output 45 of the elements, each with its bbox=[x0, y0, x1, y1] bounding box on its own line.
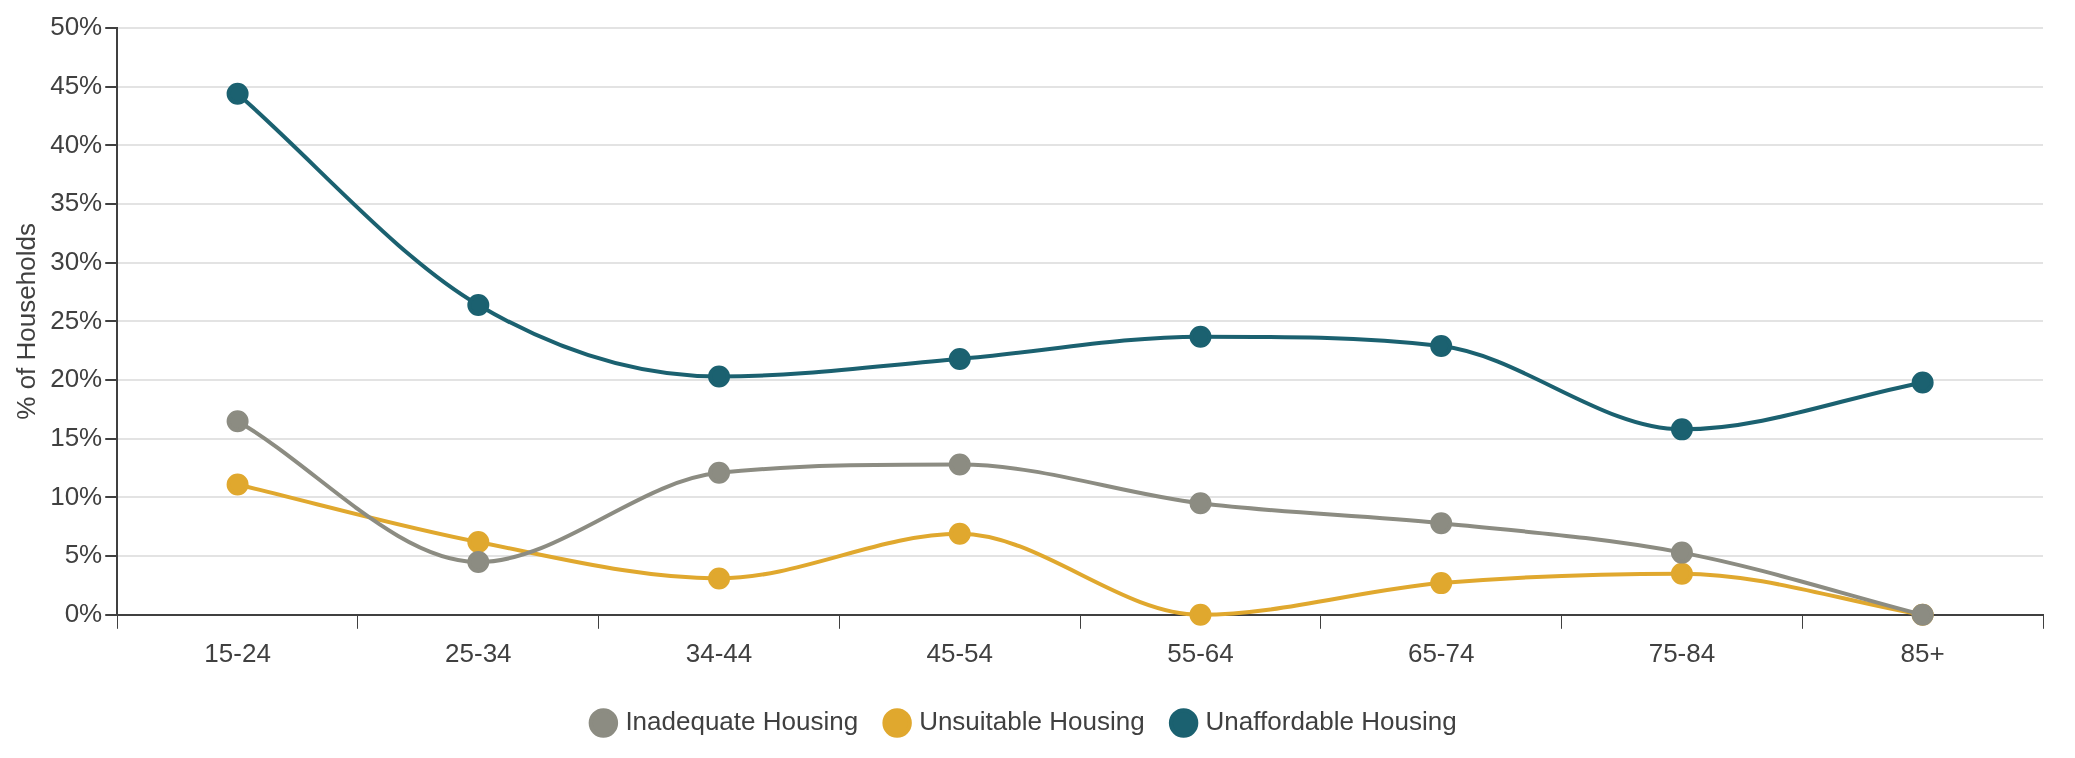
point bbox=[1911, 371, 1934, 394]
y-tick-label: 20% bbox=[50, 363, 103, 394]
point bbox=[1189, 603, 1212, 626]
y-tick-label: 15% bbox=[50, 421, 103, 452]
y-tick-label: 25% bbox=[50, 304, 103, 335]
point bbox=[467, 531, 490, 554]
point bbox=[948, 347, 971, 370]
y-tick-label: 0% bbox=[64, 597, 103, 628]
y-tick-label: 40% bbox=[50, 128, 103, 159]
y-axis-title: % of Households bbox=[10, 223, 41, 420]
legend-label: Unsuitable Housing bbox=[919, 706, 1145, 737]
x-tick-label: 25-34 bbox=[445, 637, 512, 668]
x-tick-label: 65-74 bbox=[1407, 637, 1475, 668]
y-tick-label: 5% bbox=[64, 539, 103, 570]
point bbox=[1670, 418, 1693, 441]
x-tick-label: 45-54 bbox=[926, 637, 994, 668]
point bbox=[226, 410, 249, 433]
y-tick-label: 30% bbox=[50, 245, 103, 276]
point bbox=[948, 522, 971, 545]
x-tick-label: 75-84 bbox=[1648, 637, 1716, 668]
point bbox=[467, 293, 490, 316]
point bbox=[1670, 541, 1693, 564]
point bbox=[1430, 572, 1453, 595]
point bbox=[226, 82, 249, 105]
y-tick-label: 50% bbox=[50, 11, 103, 42]
point bbox=[708, 567, 731, 590]
point bbox=[226, 473, 249, 496]
x-tick-label: 85+ bbox=[1900, 637, 1945, 668]
point bbox=[1670, 562, 1693, 585]
x-tick-label: 34-44 bbox=[685, 637, 753, 668]
point bbox=[1189, 492, 1212, 515]
legend-label: Unaffordable Housing bbox=[1205, 706, 1457, 737]
point bbox=[708, 365, 731, 388]
point bbox=[708, 461, 731, 484]
point bbox=[1430, 512, 1453, 535]
point bbox=[948, 453, 971, 476]
point bbox=[1430, 335, 1453, 358]
y-tick-label: 45% bbox=[50, 69, 103, 100]
point bbox=[467, 550, 490, 573]
x-tick-label: 15-24 bbox=[204, 637, 271, 668]
y-tick-label: 10% bbox=[50, 480, 103, 511]
y-tick-label: 35% bbox=[50, 187, 103, 218]
point bbox=[1189, 325, 1212, 348]
x-tick-label: 55-64 bbox=[1167, 637, 1234, 668]
legend-label: Inadequate Housing bbox=[625, 706, 859, 737]
